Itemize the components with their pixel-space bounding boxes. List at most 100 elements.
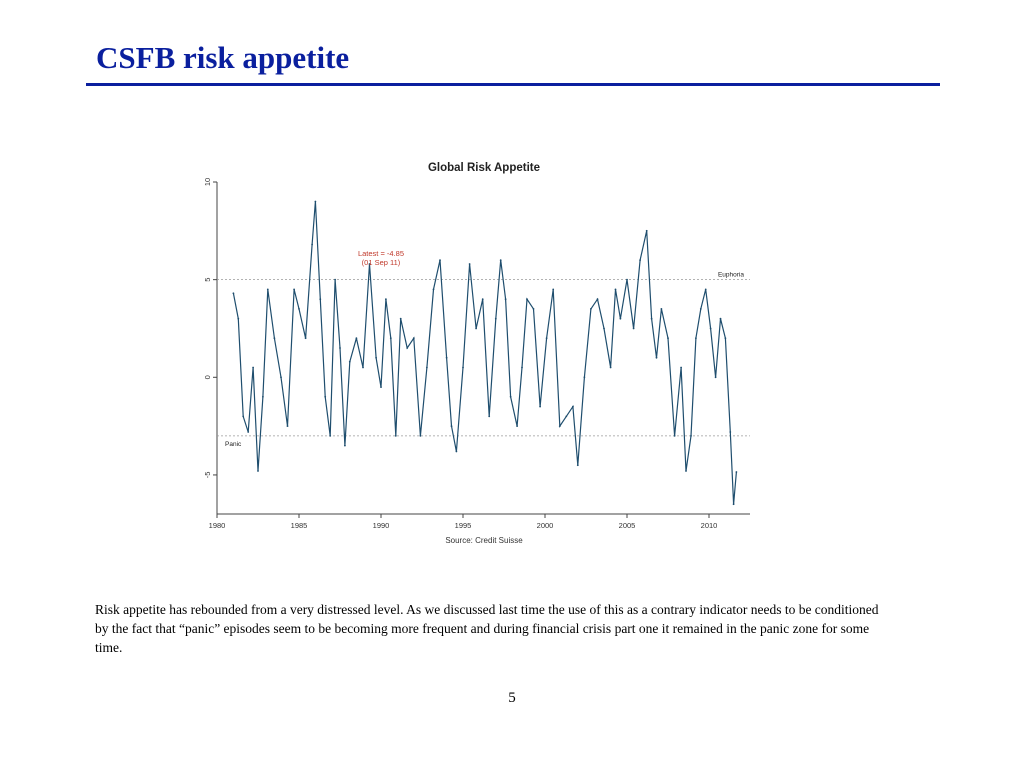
data-point [673, 435, 676, 437]
x-tick-label: 2000 [537, 521, 554, 530]
data-point [314, 200, 317, 203]
data-point [298, 308, 300, 310]
data-point [609, 366, 612, 369]
data-point [252, 366, 254, 369]
data-point [632, 327, 635, 330]
data-point [488, 415, 491, 418]
data-point [412, 337, 415, 340]
data-point [532, 308, 535, 310]
data-point [368, 263, 371, 265]
data-point [455, 450, 458, 453]
data-point [660, 308, 663, 310]
reference-label-euphoria: Euphoria [718, 272, 744, 279]
data-point [695, 337, 697, 340]
data-point [232, 292, 235, 295]
y-tick-label: 5 [203, 278, 212, 282]
data-point [596, 298, 599, 301]
x-tick-label: 2005 [619, 521, 636, 530]
data-point [319, 298, 322, 301]
data-point [558, 425, 561, 427]
data-point [266, 288, 269, 291]
data-point [334, 278, 336, 281]
data-point [735, 471, 738, 473]
data-point [450, 425, 453, 427]
data-point [339, 347, 341, 349]
data-point [426, 366, 428, 369]
data-point [380, 386, 382, 388]
x-tick-label: 1995 [455, 521, 472, 530]
y-tick-label: -5 [203, 472, 212, 479]
data-point [614, 288, 617, 291]
data-point [504, 298, 507, 301]
data-point [362, 366, 364, 369]
data-point [304, 337, 307, 340]
data-point [704, 288, 707, 291]
data-point [273, 337, 276, 340]
data-point [545, 337, 548, 340]
data-point [355, 337, 358, 340]
reference-label-panic: Panic [225, 441, 242, 448]
chart-source: Source: Credit Suisse [445, 536, 523, 545]
x-tick-label: 1985 [291, 521, 308, 530]
data-point [680, 366, 682, 369]
data-point [626, 278, 628, 281]
data-point [394, 435, 397, 437]
page-number: 5 [508, 690, 516, 706]
title-underline [86, 83, 940, 86]
chart-svg: Global Risk Appetite Euphoria Panic -5 0 5 1… [203, 162, 750, 545]
data-point [576, 464, 579, 467]
data-point [462, 366, 464, 369]
data-point [419, 435, 422, 437]
data-point [385, 298, 387, 301]
y-tick-label: 10 [203, 178, 212, 186]
data-point [311, 243, 313, 246]
data-point [475, 327, 477, 330]
data-point [481, 298, 484, 301]
data-point [280, 376, 282, 379]
slide-title: CSFB risk appetite [96, 40, 350, 75]
data-point [572, 405, 574, 408]
x-tick-label: 1990 [373, 521, 390, 530]
data-point [590, 308, 592, 310]
data-point [286, 425, 289, 427]
series-line [232, 201, 737, 505]
data-point [565, 415, 568, 418]
risk-appetite-chart: Global Risk Appetite Euphoria Panic -5 0 5 1… [195, 150, 760, 555]
data-point [709, 327, 712, 330]
data-point [257, 470, 259, 472]
data-point [714, 376, 717, 379]
data-point [432, 288, 435, 291]
data-point [603, 327, 605, 330]
data-point [583, 376, 586, 379]
y-tick-label: 0 [203, 375, 212, 379]
data-point [329, 435, 332, 437]
latest-annotation: Latest = -4.85 [358, 249, 404, 258]
data-point [667, 337, 669, 340]
data-point [639, 259, 641, 261]
data-point [539, 405, 541, 408]
data-point [690, 435, 692, 437]
data-point [344, 444, 346, 447]
data-point [406, 347, 409, 349]
data-point [516, 425, 518, 427]
data-point [645, 229, 648, 232]
x-tick-label: 1980 [209, 521, 226, 530]
data-point [247, 431, 250, 433]
data-point [526, 298, 528, 301]
data-point [699, 308, 702, 310]
data-point [348, 360, 351, 363]
data-point [389, 337, 392, 340]
data-point [293, 288, 295, 291]
latest-date-annotation: (01 Sep 11) [362, 258, 401, 267]
data-point [650, 317, 653, 320]
data-point [468, 263, 471, 265]
data-point [262, 395, 264, 398]
data-point [719, 317, 722, 320]
data-point [521, 366, 523, 369]
data-point [729, 431, 732, 433]
data-point [494, 317, 497, 320]
data-point [552, 288, 555, 291]
data-point [445, 356, 448, 359]
x-tick-label: 2010 [701, 521, 718, 530]
slide-body-text: Risk appetite has rebounded from a very … [95, 602, 879, 655]
